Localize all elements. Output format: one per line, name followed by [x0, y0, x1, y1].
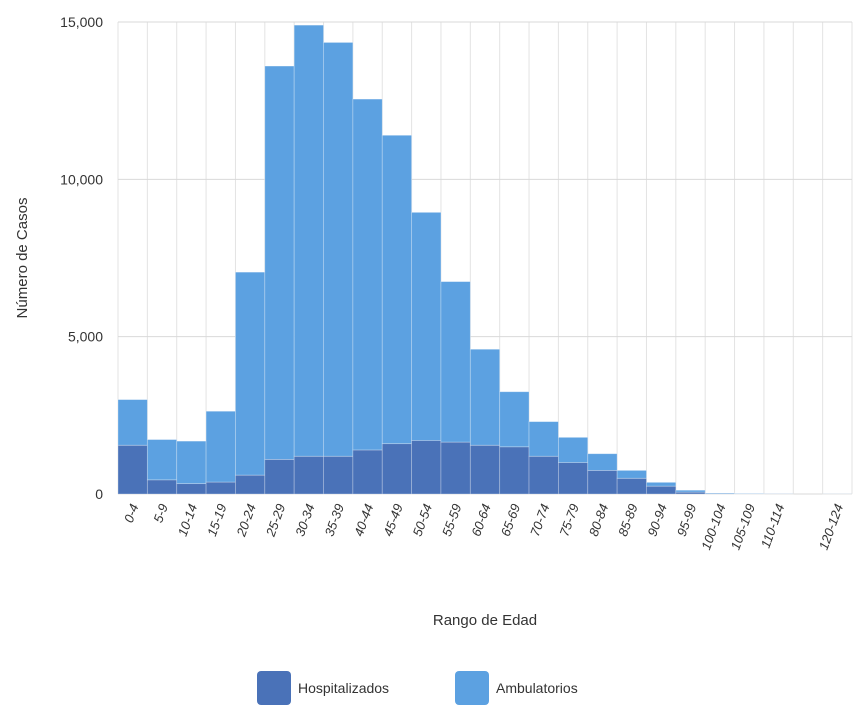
bar-hospitalizados — [324, 456, 353, 494]
bar-hospitalizados — [646, 486, 675, 494]
bar-hospitalizados — [470, 445, 499, 494]
x-axis-title: Rango de Edad — [433, 612, 537, 629]
y-tick-label: 0 — [95, 486, 103, 502]
bar-hospitalizados — [294, 456, 323, 494]
bar-ambulatorios — [324, 42, 353, 456]
bar-ambulatorios — [646, 482, 675, 486]
bar-hospitalizados — [500, 447, 529, 494]
x-tick-label: 40-44 — [351, 502, 376, 538]
x-tick-label: 25-29 — [262, 502, 288, 539]
bar-hospitalizados — [412, 441, 441, 494]
bar-hospitalizados — [118, 445, 147, 494]
x-tick-label: 70-74 — [527, 502, 552, 538]
bar-hospitalizados — [235, 475, 264, 494]
x-tick-label: 10-14 — [175, 502, 200, 538]
x-tick-label: 120-124 — [816, 502, 846, 552]
bar-ambulatorios — [177, 441, 206, 483]
x-tick-label: 105-109 — [728, 502, 758, 552]
y-tick-label: 15,000 — [60, 14, 103, 30]
bar-ambulatorios — [705, 493, 734, 494]
x-tick-label: 90-94 — [645, 502, 670, 538]
bar-hospitalizados — [206, 482, 235, 494]
y-tick-label: 5,000 — [68, 329, 103, 345]
x-tick-label: 20-24 — [233, 502, 259, 539]
x-tick-label: 85-89 — [615, 502, 640, 538]
bar-ambulatorios — [235, 272, 264, 475]
x-tick-label: 45-49 — [380, 502, 405, 538]
bar-ambulatorios — [118, 400, 147, 446]
x-tick-label: 75-79 — [556, 502, 581, 538]
bar-ambulatorios — [617, 470, 646, 478]
x-tick-label: 50-54 — [410, 502, 435, 538]
bar-ambulatorios — [206, 411, 235, 482]
x-tick-label: 110-114 — [758, 502, 788, 550]
legend-label: Ambulatorios — [496, 680, 578, 696]
bar-hospitalizados — [353, 450, 382, 494]
bar-ambulatorios — [382, 135, 411, 443]
x-tick-label: 0-4 — [121, 502, 142, 525]
bar-ambulatorios — [147, 440, 176, 480]
bar-ambulatorios — [500, 392, 529, 447]
bar-hospitalizados — [177, 484, 206, 494]
bar-ambulatorios — [588, 454, 617, 471]
legend-swatch — [455, 671, 489, 705]
x-tick-label: 60-64 — [468, 502, 493, 538]
bar-ambulatorios — [558, 437, 587, 462]
bar-hospitalizados — [441, 442, 470, 494]
legend-item[interactable]: Ambulatorios — [455, 671, 578, 705]
bar-ambulatorios — [529, 422, 558, 457]
legend-swatch — [257, 671, 291, 705]
x-tick-label: 65-69 — [498, 502, 523, 538]
legend-label: Hospitalizados — [298, 680, 389, 696]
x-tick-label: 55-59 — [439, 502, 464, 538]
legend-item[interactable]: Hospitalizados — [257, 671, 389, 705]
x-tick-label: 100-104 — [698, 502, 728, 552]
bar-ambulatorios — [265, 66, 294, 459]
y-axis-ticks: 0 5,000 10,000 15,000 — [60, 14, 103, 502]
bar-hospitalizados — [147, 480, 176, 494]
x-tick-label: 95-99 — [674, 502, 699, 538]
x-tick-label: 80-84 — [586, 502, 611, 538]
x-tick-label: 5-9 — [150, 502, 171, 525]
x-tick-label: 15-19 — [204, 502, 229, 538]
bar-hospitalizados — [265, 459, 294, 494]
bar-ambulatorios — [470, 349, 499, 445]
bar-ambulatorios — [676, 490, 705, 492]
y-tick-label: 10,000 — [60, 171, 103, 187]
bar-hospitalizados — [529, 456, 558, 494]
bar-ambulatorios — [353, 99, 382, 450]
bar-ambulatorios — [441, 282, 470, 442]
legend: Hospitalizados Ambulatorios — [257, 671, 578, 705]
bar-hospitalizados — [617, 478, 646, 494]
bars — [118, 25, 852, 494]
bar-hospitalizados — [382, 444, 411, 494]
bar-hospitalizados — [558, 463, 587, 494]
x-tick-label: 30-34 — [292, 502, 317, 538]
x-tick-label: 35-39 — [322, 502, 347, 538]
bar-ambulatorios — [294, 25, 323, 456]
bar-ambulatorios — [412, 212, 441, 440]
bar-hospitalizados — [588, 470, 617, 494]
y-axis-title: Número de Casos — [14, 198, 31, 319]
